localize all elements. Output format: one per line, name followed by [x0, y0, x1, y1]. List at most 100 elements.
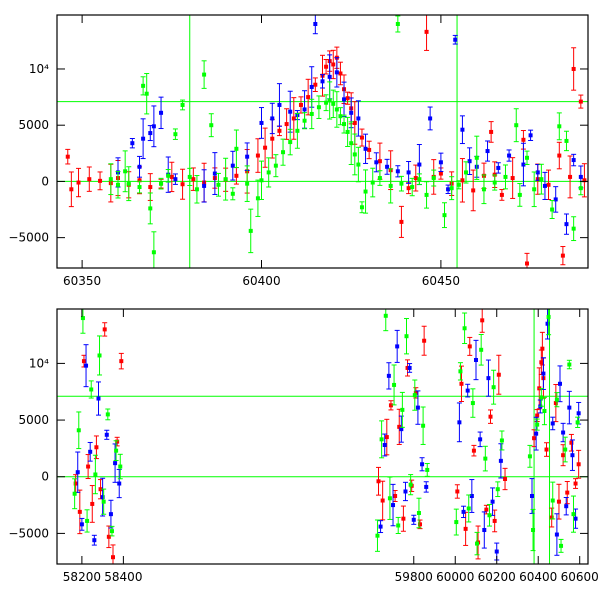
data-point	[202, 183, 207, 188]
data-point	[438, 171, 443, 176]
data-point	[571, 66, 576, 71]
data-point	[578, 99, 583, 104]
data-point	[485, 149, 490, 154]
data-point	[359, 205, 364, 210]
data-point	[395, 21, 400, 26]
data-point	[316, 105, 321, 110]
x-tick-label: 58400	[104, 570, 142, 584]
data-point	[395, 169, 400, 174]
data-point	[424, 29, 429, 34]
data-point	[166, 173, 171, 178]
data-point	[383, 313, 388, 318]
data-point	[65, 154, 70, 159]
data-point	[352, 120, 357, 125]
data-point	[117, 481, 122, 486]
data-point	[393, 494, 398, 498]
data-point	[151, 124, 156, 129]
data-point	[382, 443, 387, 447]
data-point	[327, 98, 332, 103]
data-point	[334, 70, 339, 75]
data-point	[379, 437, 384, 442]
data-point	[514, 123, 519, 128]
data-point	[180, 102, 185, 107]
y-tick-label: 5000	[18, 413, 49, 427]
data-point	[550, 421, 555, 426]
data-point	[288, 109, 293, 114]
data-point	[494, 549, 499, 554]
data-point	[449, 186, 454, 191]
data-point	[475, 541, 480, 546]
data-point	[499, 438, 504, 443]
data-point	[234, 173, 239, 178]
data-point	[259, 178, 264, 183]
data-point	[234, 146, 239, 151]
data-point	[550, 207, 555, 212]
data-point	[471, 188, 476, 193]
data-point	[455, 489, 460, 494]
data-point	[546, 314, 551, 319]
data-point	[569, 440, 574, 445]
y-tick-label: −5000	[8, 231, 49, 245]
y-tick-label: 10⁴	[29, 356, 49, 370]
plot-frame	[56, 308, 589, 565]
data-point	[421, 423, 426, 428]
data-point	[467, 159, 472, 164]
data-point	[470, 401, 475, 406]
data-point	[288, 140, 293, 145]
data-point	[496, 165, 501, 170]
data-point	[542, 183, 547, 188]
data-point	[137, 185, 142, 190]
data-point	[349, 110, 354, 115]
data-point	[93, 472, 98, 477]
data-point	[396, 523, 401, 528]
series-green	[108, 15, 584, 268]
data-point	[582, 178, 587, 183]
data-point	[374, 160, 379, 165]
data-point	[75, 470, 80, 475]
data-point	[483, 456, 488, 461]
data-point	[173, 177, 178, 182]
data-point	[401, 516, 406, 521]
data-point	[442, 213, 447, 218]
y-tick-label: 0	[41, 174, 49, 188]
data-point	[527, 454, 532, 459]
data-point	[540, 346, 545, 351]
data-point	[553, 197, 558, 202]
data-point	[546, 182, 551, 187]
data-point	[406, 186, 411, 191]
data-point	[363, 189, 368, 194]
data-point	[560, 253, 565, 258]
data-point	[395, 344, 400, 349]
data-point	[457, 420, 462, 425]
data-point	[473, 358, 478, 362]
series-red	[65, 15, 587, 268]
data-point	[463, 526, 468, 531]
data-point	[106, 534, 111, 539]
x-tick-label: 60200	[478, 570, 516, 584]
data-point	[461, 509, 466, 514]
data-point	[469, 494, 474, 498]
data-point	[76, 180, 81, 185]
data-point	[510, 176, 515, 181]
data-point	[417, 522, 422, 527]
data-point	[417, 162, 422, 167]
data-point	[324, 64, 329, 69]
data-point	[144, 91, 149, 96]
data-point	[544, 447, 549, 452]
data-point	[446, 187, 451, 192]
data-point	[557, 381, 562, 386]
data-point	[126, 181, 131, 186]
data-point	[431, 176, 436, 181]
data-point	[375, 533, 380, 538]
data-point	[525, 261, 530, 266]
plot-area	[57, 15, 588, 268]
x-tick-label: 60350	[63, 274, 101, 288]
data-point	[496, 372, 501, 377]
data-point	[266, 170, 271, 175]
data-point	[553, 401, 558, 406]
data-point	[230, 163, 235, 168]
data-point	[212, 171, 217, 176]
plot-frame	[56, 14, 589, 269]
x-tick-label: 60450	[422, 274, 460, 288]
